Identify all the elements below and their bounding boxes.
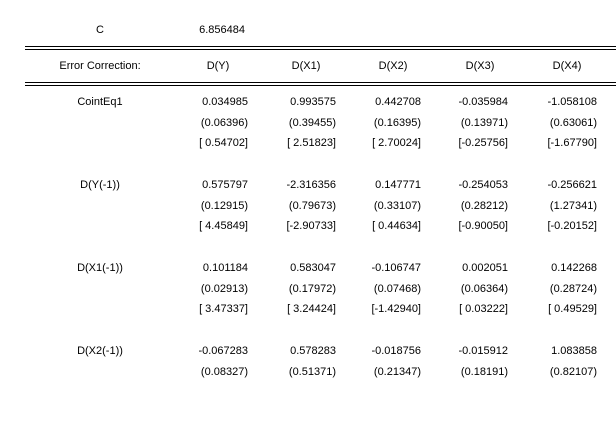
cell: 6.856484 (199, 24, 245, 36)
cell: (0.08327) (200, 365, 248, 378)
cell: 0.034985 (202, 96, 248, 108)
cell: [ 0.54702] (199, 137, 248, 149)
rule (25, 46, 616, 47)
cell: (0.16395) (373, 116, 421, 129)
cell: (0.79673) (288, 199, 336, 212)
row-label: D(Y(-1)) (80, 179, 120, 191)
column-header: D(X4) (552, 60, 582, 72)
cell: [-0.25756] (458, 137, 508, 149)
cell: [ 3.24424] (287, 303, 336, 315)
cell: [-0.90050] (458, 220, 508, 232)
cell: [ 3.47337] (199, 303, 248, 315)
cell: (0.21347) (373, 365, 421, 378)
cell: 1.083858 (551, 345, 597, 357)
cell: (0.82107) (549, 365, 597, 378)
cell: [ 2.51823] (287, 137, 336, 149)
cell: -0.035984 (458, 96, 508, 108)
cell: (0.28724) (549, 282, 597, 295)
cell: [-1.42940] (371, 303, 421, 315)
cell: (0.06396) (200, 116, 248, 129)
cell: (0.17972) (288, 282, 336, 295)
cell: 0.575797 (202, 179, 248, 191)
cell: [ 2.70024] (372, 137, 421, 149)
rule (25, 82, 616, 83)
cell: (0.12915) (200, 199, 248, 212)
cell: [ 0.03222] (459, 303, 508, 315)
cell: (0.51371) (288, 365, 336, 378)
cell: -1.058108 (547, 96, 597, 108)
column-header: D(X1) (291, 60, 321, 72)
cell: -2.316356 (286, 179, 336, 191)
cell: (0.06364) (460, 282, 508, 295)
column-header: D(X3) (465, 60, 495, 72)
cell: 0.583047 (290, 262, 336, 274)
cell: (0.18191) (460, 365, 508, 378)
cell: -0.067283 (198, 345, 248, 357)
column-header: D(Y) (206, 60, 230, 72)
cell: (1.27341) (549, 199, 597, 212)
cell: [-0.20152] (547, 220, 597, 232)
cell: 0.993575 (290, 96, 336, 108)
cell: (0.33107) (373, 199, 421, 212)
cell: [-1.67790] (547, 137, 597, 149)
cell: 0.142268 (551, 262, 597, 274)
cell: (0.39455) (288, 116, 336, 129)
cell: [ 4.45849] (199, 220, 248, 232)
column-header: D(X2) (378, 60, 408, 72)
row-label: C (96, 24, 104, 36)
cell: (0.63061) (549, 116, 597, 129)
column-header: Error Correction: (59, 60, 141, 72)
cell: (0.07468) (373, 282, 421, 295)
cell: 0.101184 (202, 262, 248, 274)
cell: (0.13971) (460, 116, 508, 129)
cell: 0.442708 (375, 96, 421, 108)
cell: -0.106747 (371, 262, 421, 274)
cell: [ 0.44634] (372, 220, 421, 232)
cell: (0.02913) (200, 282, 248, 295)
cell: -0.015912 (458, 345, 508, 357)
row-label: CointEq1 (77, 96, 123, 108)
cell: [-2.90733] (286, 220, 336, 232)
cell: -0.018756 (371, 345, 421, 357)
row-label: D(X1(-1)) (77, 262, 123, 274)
cell: 0.578283 (290, 345, 336, 357)
cell: 0.147771 (375, 179, 421, 191)
rule (25, 49, 616, 50)
cell: -0.254053 (458, 179, 508, 191)
cell: 0.002051 (462, 262, 508, 274)
rule (25, 85, 616, 86)
row-label: D(X2(-1)) (77, 345, 123, 357)
cell: -0.256621 (547, 179, 597, 191)
cell: [ 0.49529] (548, 303, 597, 315)
cell: (0.28212) (460, 199, 508, 212)
